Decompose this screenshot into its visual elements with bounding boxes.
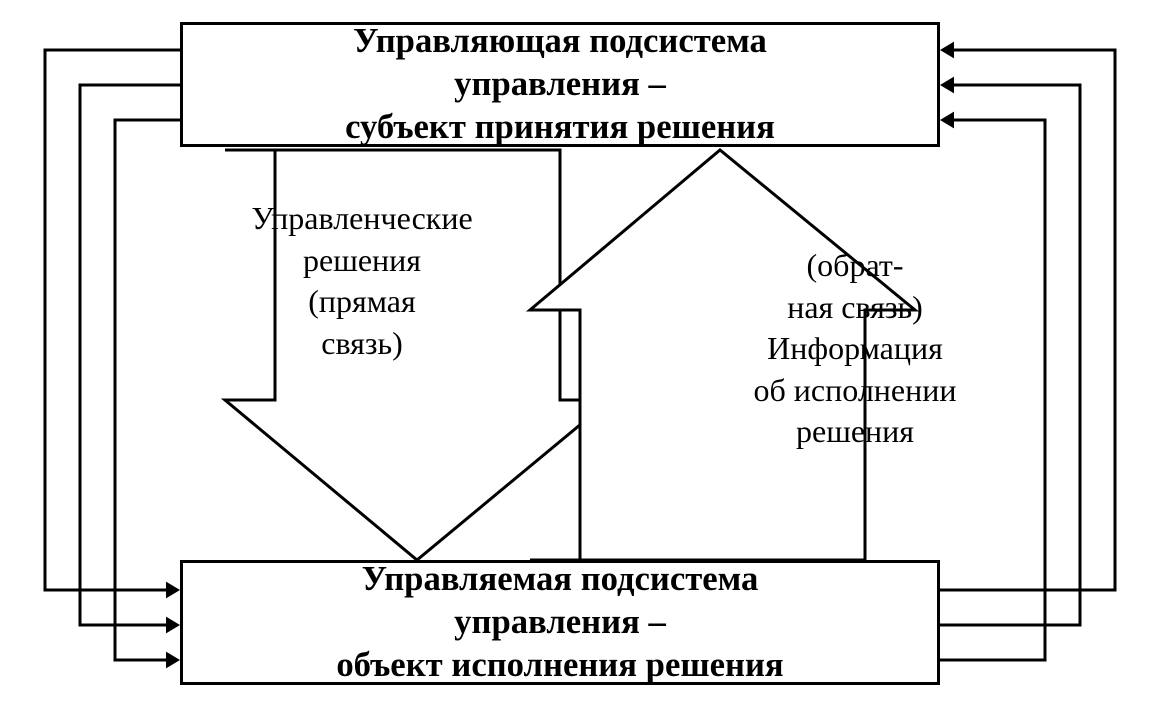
bottom-box-line2: управления – xyxy=(454,601,666,644)
top-box-line2: управления – xyxy=(454,63,666,106)
top-box-line3: субъект принятия решения xyxy=(345,106,775,149)
direct-flow-label: Управленческие решения (прямая связь) xyxy=(232,198,492,364)
bottom-box-line1: Управляемая подсистема xyxy=(362,558,759,601)
bottom-box-line3: объект исполнения решения xyxy=(336,644,783,687)
controlling-subsystem-box: Управляющая подсистема управления – субъ… xyxy=(180,22,940,147)
feedback-flow-label: (обрат- ная связь) Информация об исполне… xyxy=(725,245,985,453)
left-feedback-loops xyxy=(45,50,180,668)
top-box-line1: Управляющая подсистема xyxy=(353,20,767,63)
controlled-subsystem-box: Управляемая подсистема управления – объе… xyxy=(180,560,940,685)
diagram-canvas: Управляющая подсистема управления – субъ… xyxy=(0,0,1165,726)
